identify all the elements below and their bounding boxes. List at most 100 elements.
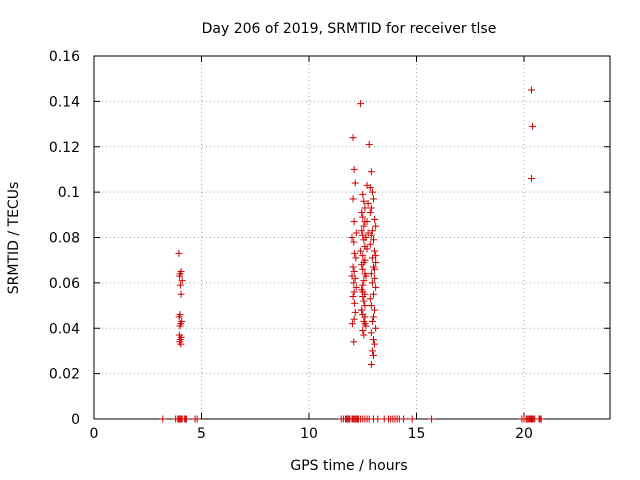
data-point	[360, 222, 368, 230]
data-point	[352, 229, 360, 237]
data-point	[360, 297, 368, 305]
data-point	[372, 324, 380, 332]
data-point	[348, 234, 356, 241]
y-tick-label: 0.08	[49, 231, 80, 247]
y-tick-label: 0	[71, 412, 80, 428]
data-point	[349, 134, 357, 142]
data-points	[159, 86, 545, 423]
data-point	[358, 209, 366, 217]
data-point	[359, 327, 367, 335]
data-point	[352, 283, 360, 291]
data-point	[350, 288, 358, 296]
data-point	[357, 247, 365, 255]
data-point	[361, 204, 369, 212]
chart-title: Day 206 of 2019, SRMTID for receiver tls…	[202, 21, 497, 37]
data-point	[367, 302, 375, 310]
data-point	[363, 218, 371, 226]
data-point	[182, 415, 190, 423]
data-point	[370, 195, 377, 203]
data-point	[159, 415, 167, 423]
data-point	[371, 265, 379, 273]
data-point	[368, 317, 376, 325]
data-point	[360, 331, 368, 339]
data-point	[350, 268, 358, 276]
data-point	[177, 290, 185, 298]
data-point	[361, 313, 369, 321]
data-point	[364, 229, 372, 237]
data-point	[365, 140, 373, 148]
data-point	[364, 199, 372, 207]
data-point	[193, 415, 201, 423]
y-tick-label: 0.02	[49, 367, 80, 383]
data-point	[348, 320, 356, 328]
data-point	[361, 320, 369, 328]
data-point	[360, 197, 368, 205]
data-point	[359, 190, 367, 198]
data-point	[359, 213, 367, 221]
data-point	[352, 254, 360, 262]
data-point	[366, 240, 374, 248]
data-point	[374, 415, 382, 423]
data-point	[349, 292, 357, 300]
x-tick-label: 5	[197, 426, 206, 442]
data-point	[363, 245, 371, 253]
data-point	[178, 277, 186, 285]
data-point	[371, 215, 379, 223]
data-point	[350, 218, 358, 226]
x-tick-label: 10	[300, 426, 318, 442]
data-point	[358, 227, 366, 235]
data-point	[357, 100, 365, 108]
data-point	[358, 306, 366, 314]
data-point	[350, 279, 358, 287]
data-point	[367, 270, 375, 278]
data-point	[351, 179, 359, 187]
data-point	[428, 415, 436, 423]
y-tick-label: 0.14	[49, 94, 80, 110]
data-point	[368, 347, 376, 355]
data-point	[372, 283, 380, 291]
data-point	[176, 272, 184, 280]
data-point	[368, 227, 376, 235]
data-point	[351, 274, 359, 282]
data-point	[370, 236, 377, 244]
y-tick-label: 0.16	[49, 49, 80, 65]
y-tick-label: 0.06	[49, 276, 80, 292]
data-point	[350, 238, 358, 246]
data-point	[367, 329, 375, 337]
data-point	[177, 340, 185, 348]
data-point	[366, 209, 374, 217]
data-point	[361, 302, 369, 310]
data-point	[350, 315, 358, 323]
data-point	[363, 181, 371, 189]
x-tick-label: 0	[90, 426, 99, 442]
data-point	[175, 249, 183, 257]
x-tick-label: 20	[515, 426, 533, 442]
data-point	[351, 249, 359, 257]
data-point	[359, 252, 367, 260]
data-point	[358, 261, 366, 269]
x-tick-label: 15	[408, 426, 426, 442]
data-point	[176, 322, 184, 330]
data-point	[367, 204, 375, 212]
data-point	[372, 252, 380, 260]
data-point	[359, 288, 367, 296]
data-point	[370, 336, 377, 344]
data-point	[528, 175, 536, 183]
data-point	[351, 308, 359, 316]
data-point	[362, 272, 370, 280]
data-point	[537, 415, 545, 423]
data-point	[368, 279, 376, 287]
data-point	[528, 86, 536, 94]
x-axis-label: GPS time / hours	[290, 458, 407, 474]
grid-lines	[94, 56, 610, 419]
data-point	[371, 247, 379, 255]
data-point	[175, 313, 183, 321]
data-point	[408, 415, 416, 423]
data-point	[360, 277, 368, 285]
data-point	[370, 313, 377, 321]
data-point	[371, 274, 379, 282]
data-point	[371, 306, 379, 314]
data-point	[359, 281, 367, 289]
data-point	[370, 351, 377, 359]
data-point	[368, 188, 376, 196]
